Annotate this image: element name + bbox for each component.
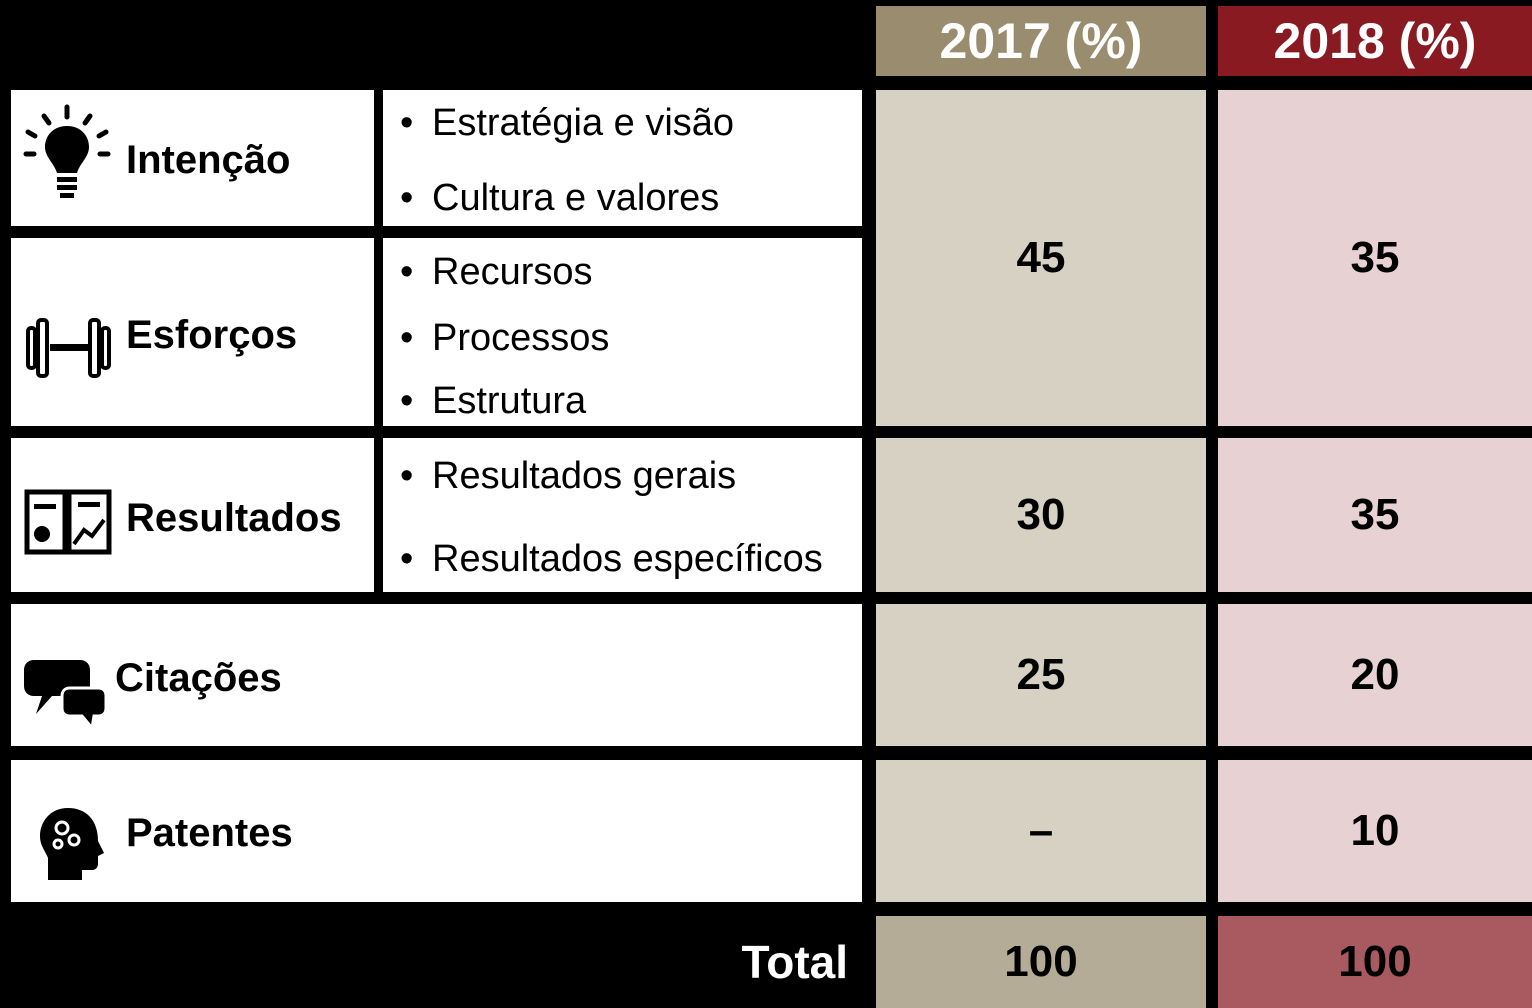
item: Resultados gerais bbox=[400, 455, 736, 498]
total-cell: 100 bbox=[876, 916, 1206, 1008]
value-cell: 30 bbox=[876, 438, 1206, 592]
row-label: Patentes bbox=[126, 811, 293, 855]
row-label: Esforços bbox=[126, 313, 298, 357]
label-cell bbox=[11, 604, 862, 746]
row-label: Intenção bbox=[126, 138, 291, 182]
chat-icon bbox=[24, 660, 106, 728]
row-label: Resultados bbox=[126, 496, 342, 540]
dumbbell-icon bbox=[26, 318, 111, 378]
value-cell: 20 bbox=[1218, 604, 1532, 746]
value-cell: 35 bbox=[1218, 90, 1532, 426]
total-cell: 100 bbox=[1218, 916, 1532, 1008]
item: Recursos bbox=[400, 251, 592, 294]
item: Estrutura bbox=[400, 380, 586, 423]
item: Resultados específicos bbox=[400, 538, 823, 581]
head-icon bbox=[40, 808, 104, 880]
report-icon bbox=[24, 489, 112, 555]
column-header: 2018 (%) bbox=[1218, 6, 1532, 76]
bulb-icon bbox=[23, 104, 111, 198]
value-cell: 10 bbox=[1218, 760, 1532, 902]
value-cell: 45 bbox=[876, 90, 1206, 426]
value-cell: 25 bbox=[876, 604, 1206, 746]
item: Cultura e valores bbox=[400, 177, 719, 220]
label-cell bbox=[11, 238, 374, 426]
value-cell: – bbox=[876, 760, 1206, 902]
item: Processos bbox=[400, 317, 609, 360]
row-label: Citações bbox=[115, 656, 282, 700]
value-cell: 35 bbox=[1218, 438, 1532, 592]
total-label: Total bbox=[741, 936, 848, 988]
item: Estratégia e visão bbox=[400, 102, 734, 145]
column-header: 2017 (%) bbox=[876, 6, 1206, 76]
label-cell bbox=[11, 760, 862, 902]
